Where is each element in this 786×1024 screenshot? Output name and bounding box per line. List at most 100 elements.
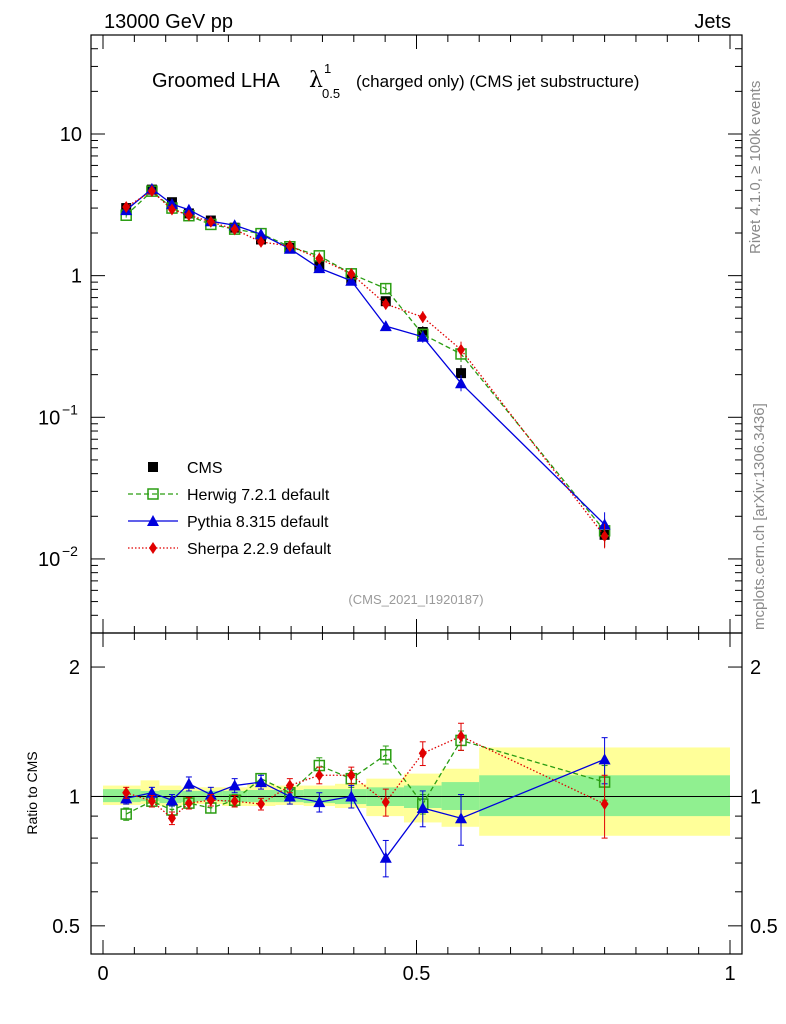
plot-title: Groomed LHA λ 1 0.5 (charged only) (CMS … — [152, 61, 639, 101]
ratio-point-sherpa — [230, 795, 239, 808]
point-sherpa — [315, 252, 324, 265]
legend-marker-sherpa — [149, 542, 157, 554]
ratio-x-tick-label: 0.5 — [403, 963, 431, 985]
title-main: Groomed LHA — [152, 70, 280, 92]
ratio-point-pythia — [455, 812, 468, 824]
ratio-y-tick-label-right: 2 — [750, 657, 761, 679]
legend: CMS Herwig 7.2.1 default Pythia 8.315 defa… — [128, 460, 332, 558]
rivet-label: Rivet 4.1.0, ≥ 100k events — [747, 81, 764, 254]
ratio-point-sherpa — [347, 769, 356, 782]
ratio-y-axis-label: Ratio to CMS — [24, 751, 40, 834]
ratio-point-sherpa — [257, 798, 266, 811]
legend-item-sherpa: Sherpa 2.2.9 default — [128, 541, 332, 558]
legend-label-herwig: Herwig 7.2.1 default — [187, 487, 330, 504]
ratio-point-sherpa — [122, 786, 131, 799]
point-sherpa — [206, 215, 215, 228]
ratio-point-pythia — [228, 779, 241, 791]
point-pythia — [182, 203, 195, 215]
series-line-herwig — [125, 190, 606, 532]
point-pythia — [255, 228, 268, 240]
category-label: Jets — [694, 11, 731, 33]
ratio-y-tick-label-right: 1 — [750, 786, 761, 808]
point-sherpa — [285, 239, 294, 252]
point-sherpa — [122, 201, 131, 214]
analysis-id: (CMS_2021_I1920187) — [348, 592, 483, 607]
main-y-tick-label-base: 10 — [38, 549, 60, 571]
ratio-y-tick-label-left: 0.5 — [52, 916, 80, 938]
legend-marker-herwig — [147, 488, 159, 500]
point-sherpa — [167, 203, 176, 216]
point-sherpa — [184, 209, 193, 222]
ratio-point-sherpa — [457, 730, 466, 743]
series-line-sherpa — [125, 190, 606, 537]
legend-marker-pythia — [147, 515, 159, 526]
legend-marker-cms — [148, 462, 158, 472]
ratio-point-sherpa — [184, 797, 193, 810]
ratio-point-pythia — [598, 753, 611, 765]
ratio-point-pythia — [345, 790, 358, 802]
ratio-frame — [90, 632, 743, 955]
ratio-point-pythia — [145, 786, 158, 798]
legend-item-herwig: Herwig 7.2.1 default — [128, 487, 330, 504]
ratio-data-layer — [120, 722, 611, 878]
ratio-point-sherpa — [418, 747, 427, 760]
series-pythia — [120, 182, 611, 537]
ratio-point-sherpa — [147, 795, 156, 808]
point-pythia — [345, 274, 358, 286]
main-y-tick-label-exponent: −2 — [62, 543, 78, 559]
ratio-point-sherpa — [381, 796, 390, 809]
ratio-point-herwig — [380, 749, 392, 761]
ratio-uncertainty-bands — [103, 747, 730, 836]
point-pythia — [416, 330, 429, 342]
ratio-point-pythia — [379, 851, 392, 863]
legend-item-pythia: Pythia 8.315 default — [128, 514, 329, 531]
energy-label: 13000 GeV pp — [104, 11, 233, 33]
ratio-x-tick-label: 1 — [724, 963, 735, 985]
point-sherpa — [230, 223, 239, 236]
title-subscript: 0.5 — [322, 86, 340, 101]
mcplots-label: mcplots.cern.ch [arXiv:1306.3436] — [751, 403, 768, 630]
point-pythia — [379, 320, 392, 332]
ratio-line-sherpa — [125, 735, 605, 820]
ratio-point-pythia — [255, 776, 268, 788]
title-suffix: (charged only) (CMS jet substructure) — [356, 72, 639, 91]
ratio-line-pythia — [126, 758, 605, 859]
main-y-tick-label: 10 — [60, 124, 82, 146]
point-sherpa — [418, 311, 427, 324]
point-sherpa — [600, 530, 609, 543]
title-superscript: 1 — [324, 61, 331, 76]
point-sherpa — [147, 185, 156, 198]
ratio-point-pythia — [165, 794, 178, 806]
ratio-point-herwig — [120, 808, 132, 820]
ratio-x-tick-label: 0 — [97, 963, 108, 985]
point-sherpa — [347, 267, 356, 280]
point-sherpa — [457, 343, 466, 356]
ratio-y-tick-label-left: 2 — [69, 657, 80, 679]
point-pythia — [313, 262, 326, 274]
series-sherpa — [122, 185, 609, 549]
point-cms — [456, 368, 467, 379]
main-y-tick-label-base: 10 — [38, 407, 60, 429]
band-inner — [103, 789, 141, 803]
ratio-series-sherpa — [122, 722, 609, 839]
ratio-point-sherpa — [285, 779, 294, 792]
ratio-point-sherpa — [206, 794, 215, 807]
legend-label-pythia: Pythia 8.315 default — [187, 514, 329, 531]
legend-label-cms: CMS — [187, 460, 223, 477]
point-pythia — [455, 377, 468, 389]
ratio-point-pythia — [416, 801, 429, 813]
ratio-point-pythia — [182, 777, 195, 789]
point-herwig — [380, 282, 392, 295]
ratio-panel: 0.5 0.5 1 1 2 2 0 0.5 1 Ratio to CMS — [24, 632, 778, 985]
point-sherpa — [257, 235, 266, 248]
ratio-point-pythia — [313, 796, 326, 808]
ratio-point-sherpa — [167, 812, 176, 825]
ratio-point-pythia — [283, 790, 296, 802]
title-symbol: λ — [309, 68, 323, 93]
ratio-y-tick-label-right: 0.5 — [750, 916, 778, 938]
main-y-tick-label: 1 — [71, 266, 82, 288]
main-data-layer — [120, 182, 611, 549]
legend-label-sherpa: Sherpa 2.2.9 default — [187, 541, 332, 558]
